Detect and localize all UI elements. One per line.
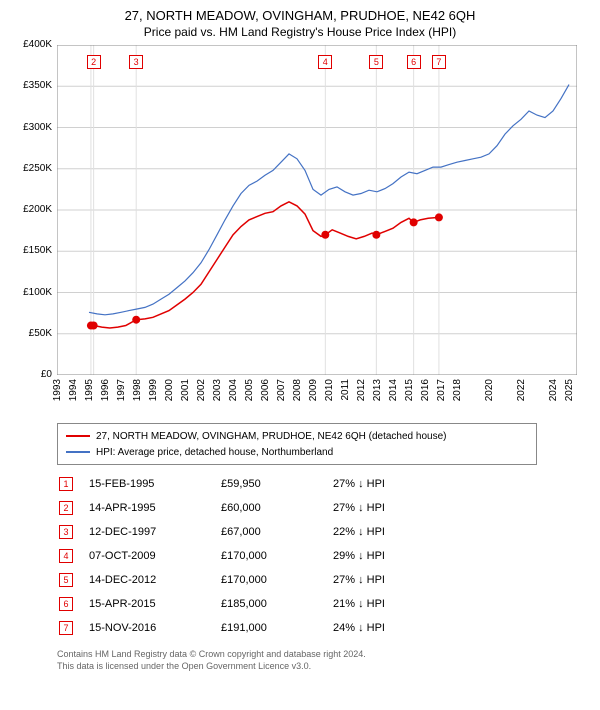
y-axis-label: £150K — [12, 245, 52, 256]
footer: Contains HM Land Registry data © Crown c… — [57, 649, 588, 672]
x-axis-label: 2009 — [308, 379, 319, 401]
x-axis-label: 2017 — [436, 379, 447, 401]
y-axis-label: £0 — [12, 369, 52, 380]
transaction-price: £59,950 — [221, 473, 331, 495]
transaction-diff: 27% ↓ HPI — [333, 473, 399, 495]
transaction-diff: 22% ↓ HPI — [333, 521, 399, 543]
transaction-marker-4: 4 — [318, 55, 332, 69]
x-axis-label: 2003 — [212, 379, 223, 401]
x-axis-label: 1996 — [100, 379, 111, 401]
transaction-date: 14-APR-1995 — [89, 497, 219, 519]
y-axis-label: £300K — [12, 122, 52, 133]
x-axis-label: 2006 — [260, 379, 271, 401]
x-axis-label: 1999 — [148, 379, 159, 401]
transaction-row: 2 14-APR-1995£60,00027% ↓ HPI — [59, 497, 399, 519]
transaction-date: 15-FEB-1995 — [89, 473, 219, 495]
transactions-table: 115-FEB-1995£59,95027% ↓ HPI214-APR-1995… — [57, 471, 401, 641]
transaction-number: 5 — [59, 573, 73, 587]
y-axis-label: £400K — [12, 39, 52, 50]
transaction-diff: 29% ↓ HPI — [333, 545, 399, 567]
transaction-price: £67,000 — [221, 521, 331, 543]
y-axis-label: £200K — [12, 204, 52, 215]
x-axis-label: 2000 — [164, 379, 175, 401]
chart-container: 27, NORTH MEADOW, OVINGHAM, PRUDHOE, NE4… — [0, 0, 600, 680]
x-axis-label: 2005 — [244, 379, 255, 401]
legend-item: 27, NORTH MEADOW, OVINGHAM, PRUDHOE, NE4… — [66, 428, 528, 444]
footer-line2: This data is licensed under the Open Gov… — [57, 661, 588, 673]
transaction-row: 7 15-NOV-2016£191,00024% ↓ HPI — [59, 617, 399, 639]
transaction-row: 6 15-APR-2015£185,00021% ↓ HPI — [59, 593, 399, 615]
transaction-diff: 24% ↓ HPI — [333, 617, 399, 639]
x-axis-label: 1995 — [84, 379, 95, 401]
transaction-number: 1 — [59, 477, 73, 491]
transaction-marker-6: 6 — [407, 55, 421, 69]
x-axis-label: 2013 — [372, 379, 383, 401]
transaction-date: 15-APR-2015 — [89, 593, 219, 615]
transaction-price: £60,000 — [221, 497, 331, 519]
legend-label: HPI: Average price, detached house, Nort… — [96, 447, 333, 458]
x-axis-label: 2025 — [564, 379, 575, 401]
footer-line1: Contains HM Land Registry data © Crown c… — [57, 649, 588, 661]
x-axis-label: 2014 — [388, 379, 399, 401]
transaction-date: 07-OCT-2009 — [89, 545, 219, 567]
transaction-row: 4 07-OCT-2009£170,00029% ↓ HPI — [59, 545, 399, 567]
y-axis-label: £350K — [12, 80, 52, 91]
transaction-number: 6 — [59, 597, 73, 611]
transaction-number: 7 — [59, 621, 73, 635]
transaction-number: 4 — [59, 549, 73, 563]
transaction-marker-5: 5 — [369, 55, 383, 69]
transaction-date: 14-DEC-2012 — [89, 569, 219, 591]
x-axis-label: 2011 — [340, 379, 351, 401]
y-axis-label: £100K — [12, 287, 52, 298]
transaction-marker-3: 3 — [129, 55, 143, 69]
x-axis-label: 2018 — [452, 379, 463, 401]
transaction-row: 3 12-DEC-1997£67,00022% ↓ HPI — [59, 521, 399, 543]
x-axis-label: 2012 — [356, 379, 367, 401]
x-axis-label: 2022 — [516, 379, 527, 401]
x-axis-label: 2020 — [484, 379, 495, 401]
transaction-diff: 27% ↓ HPI — [333, 569, 399, 591]
transaction-row: 1 15-FEB-1995£59,95027% ↓ HPI — [59, 473, 399, 495]
transaction-price: £170,000 — [221, 569, 331, 591]
title-block: 27, NORTH MEADOW, OVINGHAM, PRUDHOE, NE4… — [12, 8, 588, 39]
chart-area: £0£50K£100K£150K£200K£250K£300K£350K£400… — [12, 45, 588, 415]
y-axis-label: £250K — [12, 163, 52, 174]
transaction-marker-7: 7 — [432, 55, 446, 69]
x-axis-label: 2007 — [276, 379, 287, 401]
transaction-diff: 21% ↓ HPI — [333, 593, 399, 615]
legend-item: HPI: Average price, detached house, Nort… — [66, 444, 528, 460]
transaction-price: £185,000 — [221, 593, 331, 615]
transaction-number: 2 — [59, 501, 73, 515]
title-address: 27, NORTH MEADOW, OVINGHAM, PRUDHOE, NE4… — [12, 8, 588, 23]
x-axis-label: 2004 — [228, 379, 239, 401]
transaction-marker-2: 2 — [87, 55, 101, 69]
transaction-number: 3 — [59, 525, 73, 539]
y-axis-label: £50K — [12, 328, 52, 339]
x-axis-label: 1993 — [52, 379, 63, 401]
x-axis-label: 1998 — [132, 379, 143, 401]
legend-label: 27, NORTH MEADOW, OVINGHAM, PRUDHOE, NE4… — [96, 431, 446, 442]
x-axis-label: 2010 — [324, 379, 335, 401]
transaction-row: 5 14-DEC-2012£170,00027% ↓ HPI — [59, 569, 399, 591]
x-axis-label: 2008 — [292, 379, 303, 401]
x-axis-label: 2015 — [404, 379, 415, 401]
legend: 27, NORTH MEADOW, OVINGHAM, PRUDHOE, NE4… — [57, 423, 537, 465]
x-axis-label: 2001 — [180, 379, 191, 401]
legend-swatch — [66, 451, 90, 453]
legend-swatch — [66, 435, 90, 437]
x-axis-label: 2024 — [548, 379, 559, 401]
title-subtitle: Price paid vs. HM Land Registry's House … — [12, 25, 588, 39]
x-axis-label: 2016 — [420, 379, 431, 401]
x-axis-label: 2002 — [196, 379, 207, 401]
transaction-date: 12-DEC-1997 — [89, 521, 219, 543]
transaction-diff: 27% ↓ HPI — [333, 497, 399, 519]
transaction-date: 15-NOV-2016 — [89, 617, 219, 639]
transaction-price: £170,000 — [221, 545, 331, 567]
transaction-price: £191,000 — [221, 617, 331, 639]
plot-svg — [57, 45, 577, 375]
x-axis-label: 1997 — [116, 379, 127, 401]
x-axis-label: 1994 — [68, 379, 79, 401]
